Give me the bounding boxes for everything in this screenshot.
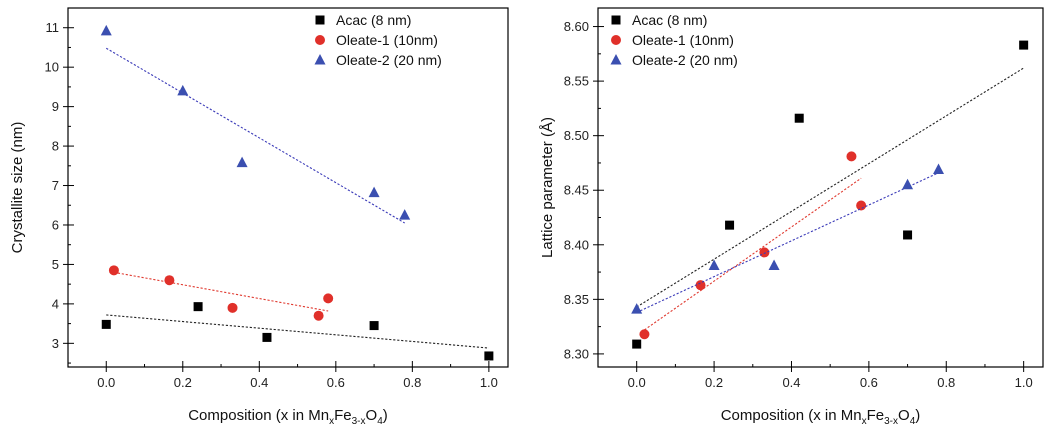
data-point xyxy=(933,163,945,174)
x-tick-label: 0.6 xyxy=(860,375,878,390)
legend-label: Oleate-1 (10nm) xyxy=(632,32,734,48)
data-point xyxy=(227,302,238,313)
data-point xyxy=(856,200,867,211)
y-tick-label: 8.35 xyxy=(564,292,589,307)
trend-line xyxy=(636,172,939,313)
y-tick-label: 6 xyxy=(52,217,59,232)
x-tick-label: 0.0 xyxy=(628,375,646,390)
y-tick-label: 4 xyxy=(52,296,59,311)
x-tick-label: 0.4 xyxy=(250,375,268,390)
y-tick-label: 10 xyxy=(45,60,59,75)
data-point xyxy=(632,339,642,349)
data-point xyxy=(631,303,643,314)
data-point xyxy=(262,332,272,342)
data-point xyxy=(323,293,334,304)
data-point xyxy=(1019,40,1029,50)
data-point xyxy=(902,178,914,190)
data-point xyxy=(193,302,203,312)
legend-label: Acac (8 nm) xyxy=(632,12,707,28)
y-tick-label: 9 xyxy=(52,99,59,114)
data-point xyxy=(164,275,175,286)
data-point xyxy=(177,84,189,96)
series-triangle xyxy=(100,24,411,224)
y-tick-label: 8.45 xyxy=(564,183,589,198)
legend-label: Oleate-1 (10nm) xyxy=(336,32,438,48)
series-circle xyxy=(639,151,867,340)
y-tick-label: 8.30 xyxy=(564,346,589,361)
legend-marker xyxy=(315,35,325,45)
data-point xyxy=(101,319,111,329)
trend-line xyxy=(105,47,405,224)
data-point xyxy=(368,186,380,198)
data-point xyxy=(759,247,770,258)
legend-marker xyxy=(315,15,325,25)
data-point xyxy=(100,24,112,36)
x-tick-label: 0.0 xyxy=(97,375,115,390)
x-tick-label: 0.6 xyxy=(327,375,345,390)
legend-marker xyxy=(314,54,326,65)
data-point xyxy=(725,220,735,230)
legend-marker xyxy=(611,35,621,45)
x-tick-label: 0.4 xyxy=(782,375,800,390)
data-point xyxy=(313,310,324,321)
data-point xyxy=(903,230,913,240)
y-axis-title: Crystallite size (nm) xyxy=(9,122,26,254)
x-tick-label: 0.2 xyxy=(174,375,192,390)
chart-panel-2: 0.0 0.2 0.4 0.6 0.8 1.0 8.30 8.35 8.40 8.45 8.50 8.… xyxy=(539,7,1044,427)
x-tick-label: 0.2 xyxy=(705,375,723,390)
x-tick-label: 1.0 xyxy=(480,375,498,390)
plot-frame xyxy=(597,7,1044,368)
chart-panel-1: 0.0 0.2 0.4 0.6 0.8 1.0 3 4 5 6 7 8 9 10 11 Composition… xyxy=(9,7,509,427)
y-tick-label: 8.55 xyxy=(564,74,589,89)
data-point xyxy=(369,321,379,331)
data-point xyxy=(399,209,411,220)
y-axis-title: Lattice parameter (Å) xyxy=(539,117,556,258)
trend-line xyxy=(113,271,329,312)
x-axis-title: Composition (x in MnxFe3-xO4) xyxy=(721,407,921,427)
trend-line xyxy=(644,177,862,331)
legend-marker xyxy=(610,54,622,65)
data-point xyxy=(639,329,650,340)
y-tick-label: 8.60 xyxy=(564,19,589,34)
x-tick-label: 0.8 xyxy=(403,375,421,390)
y-tick-label: 7 xyxy=(52,178,59,193)
x-axis-title: Composition (x in MnxFe3-xO4) xyxy=(188,407,388,427)
data-point xyxy=(794,113,804,123)
legend-label: Oleate-2 (20 nm) xyxy=(632,52,738,68)
data-point xyxy=(695,280,706,291)
y-tick-label: 8.40 xyxy=(564,237,589,252)
legend-label: Oleate-2 (20 nm) xyxy=(336,52,442,68)
x-tick-label: 0.8 xyxy=(937,375,955,390)
data-point xyxy=(768,259,780,271)
legend: Acac (8 nm) Oleate-1 (10nm) Oleate-2 (20 n… xyxy=(314,12,442,68)
data-point xyxy=(484,351,494,361)
series-circle xyxy=(108,265,334,321)
y-tick-label: 8.50 xyxy=(564,128,589,143)
y-tick-label: 11 xyxy=(46,20,60,35)
data-point xyxy=(846,151,857,162)
y-tick-label: 8 xyxy=(52,139,59,154)
legend-marker xyxy=(611,15,621,25)
y-tick-label: 5 xyxy=(52,257,59,272)
series-square xyxy=(101,302,494,361)
data-point xyxy=(236,156,248,168)
data-point xyxy=(708,259,720,271)
data-point xyxy=(108,265,119,276)
series-triangle xyxy=(631,163,945,314)
legend: Acac (8 nm) Oleate-1 (10nm) Oleate-2 (20 n… xyxy=(610,12,738,68)
trend-line xyxy=(106,314,489,349)
trend-line xyxy=(636,67,1024,308)
x-tick-label: 1.0 xyxy=(1015,375,1033,390)
legend-label: Acac (8 nm) xyxy=(336,12,411,28)
series-square xyxy=(632,40,1029,349)
y-tick-label: 3 xyxy=(52,336,59,351)
plot-frame xyxy=(67,7,509,368)
